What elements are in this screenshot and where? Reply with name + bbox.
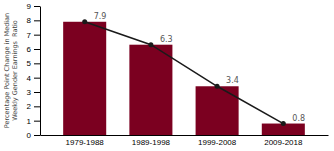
- y-axis: 0 1 2 3 4 5 6 7 8 9: [27, 2, 41, 140]
- marker: [281, 121, 286, 126]
- y-tick-label: 9: [27, 2, 32, 11]
- bar: [129, 45, 172, 135]
- chart: 0 1 2 3 4 5 6 7 8 9 1979-1988 1989-1998 1999-2008 200…: [0, 0, 334, 151]
- y-tick: 4: [27, 74, 40, 83]
- y-tick-label: 8: [27, 16, 32, 25]
- trend-line: [85, 22, 284, 124]
- y-tick: 6: [27, 45, 40, 54]
- x-axis-line: [41, 135, 329, 136]
- x-tick-label: 2009-2018: [264, 138, 303, 147]
- y-tick-mark: [34, 92, 40, 93]
- bar: [63, 22, 106, 135]
- y-tick-label: 0: [27, 131, 32, 140]
- data-label: 6.3: [160, 35, 173, 44]
- y-axis-title: Percentage Point Change in MedianWeekly …: [3, 13, 19, 128]
- y-tick: 7: [27, 31, 40, 40]
- y-axis-title-line: Percentage Point Change in Median: [3, 13, 11, 128]
- y-tick-mark: [34, 35, 40, 36]
- data-label: 3.4: [226, 76, 239, 85]
- x-axis: 1979-1988 1989-1998 1999-2008 2009-2018: [41, 136, 329, 147]
- marker: [148, 42, 153, 47]
- y-tick-label: 3: [27, 88, 32, 97]
- x-tick: 1979-1988: [66, 138, 105, 147]
- x-tick: 1989-1998: [132, 138, 171, 147]
- y-tick-mark: [34, 6, 40, 7]
- plot: 0 1 2 3 4 5 6 7 8 9 1979-1988 1989-1998 1999-2008 200…: [3, 2, 329, 147]
- y-tick: 8: [27, 16, 40, 25]
- y-tick-mark: [34, 78, 40, 79]
- y-tick-mark: [34, 20, 40, 21]
- y-tick: 9: [27, 2, 40, 11]
- x-tick-label: 1979-1988: [66, 138, 105, 147]
- y-tick: 0: [27, 131, 40, 140]
- bar-series: [63, 22, 305, 135]
- bar: [196, 86, 239, 135]
- y-tick-label: 4: [27, 74, 32, 83]
- y-tick-mark: [34, 49, 40, 50]
- y-tick-label: 5: [27, 59, 32, 68]
- y-tick: 2: [27, 102, 40, 111]
- marks: [63, 19, 305, 135]
- y-tick: 5: [27, 59, 40, 68]
- y-tick: 1: [27, 117, 40, 126]
- y-tick-label: 6: [27, 45, 32, 54]
- y-tick: 3: [27, 88, 40, 97]
- x-tick-label: 1999-2008: [198, 138, 237, 147]
- y-axis-title-line: Weekly Gender Earnings Ratio: [11, 20, 19, 121]
- marker: [215, 84, 220, 89]
- data-label: 0.8: [292, 114, 305, 123]
- y-tick-mark: [34, 106, 40, 107]
- x-tick-label: 1989-1998: [132, 138, 171, 147]
- y-axis-line: [40, 7, 41, 136]
- y-tick-label: 2: [27, 102, 32, 111]
- y-tick-label: 7: [27, 31, 32, 40]
- marker: [82, 19, 87, 24]
- y-tick-mark: [34, 135, 40, 136]
- data-label: 7.9: [94, 12, 107, 21]
- x-tick: 2009-2018: [264, 138, 303, 147]
- y-tick-label: 1: [27, 117, 32, 126]
- y-tick-mark: [34, 121, 40, 122]
- x-tick: 1999-2008: [198, 138, 237, 147]
- markers: [82, 19, 286, 126]
- data-labels: 7.9 6.3 3.4 0.8: [94, 12, 305, 123]
- y-tick-mark: [34, 63, 40, 64]
